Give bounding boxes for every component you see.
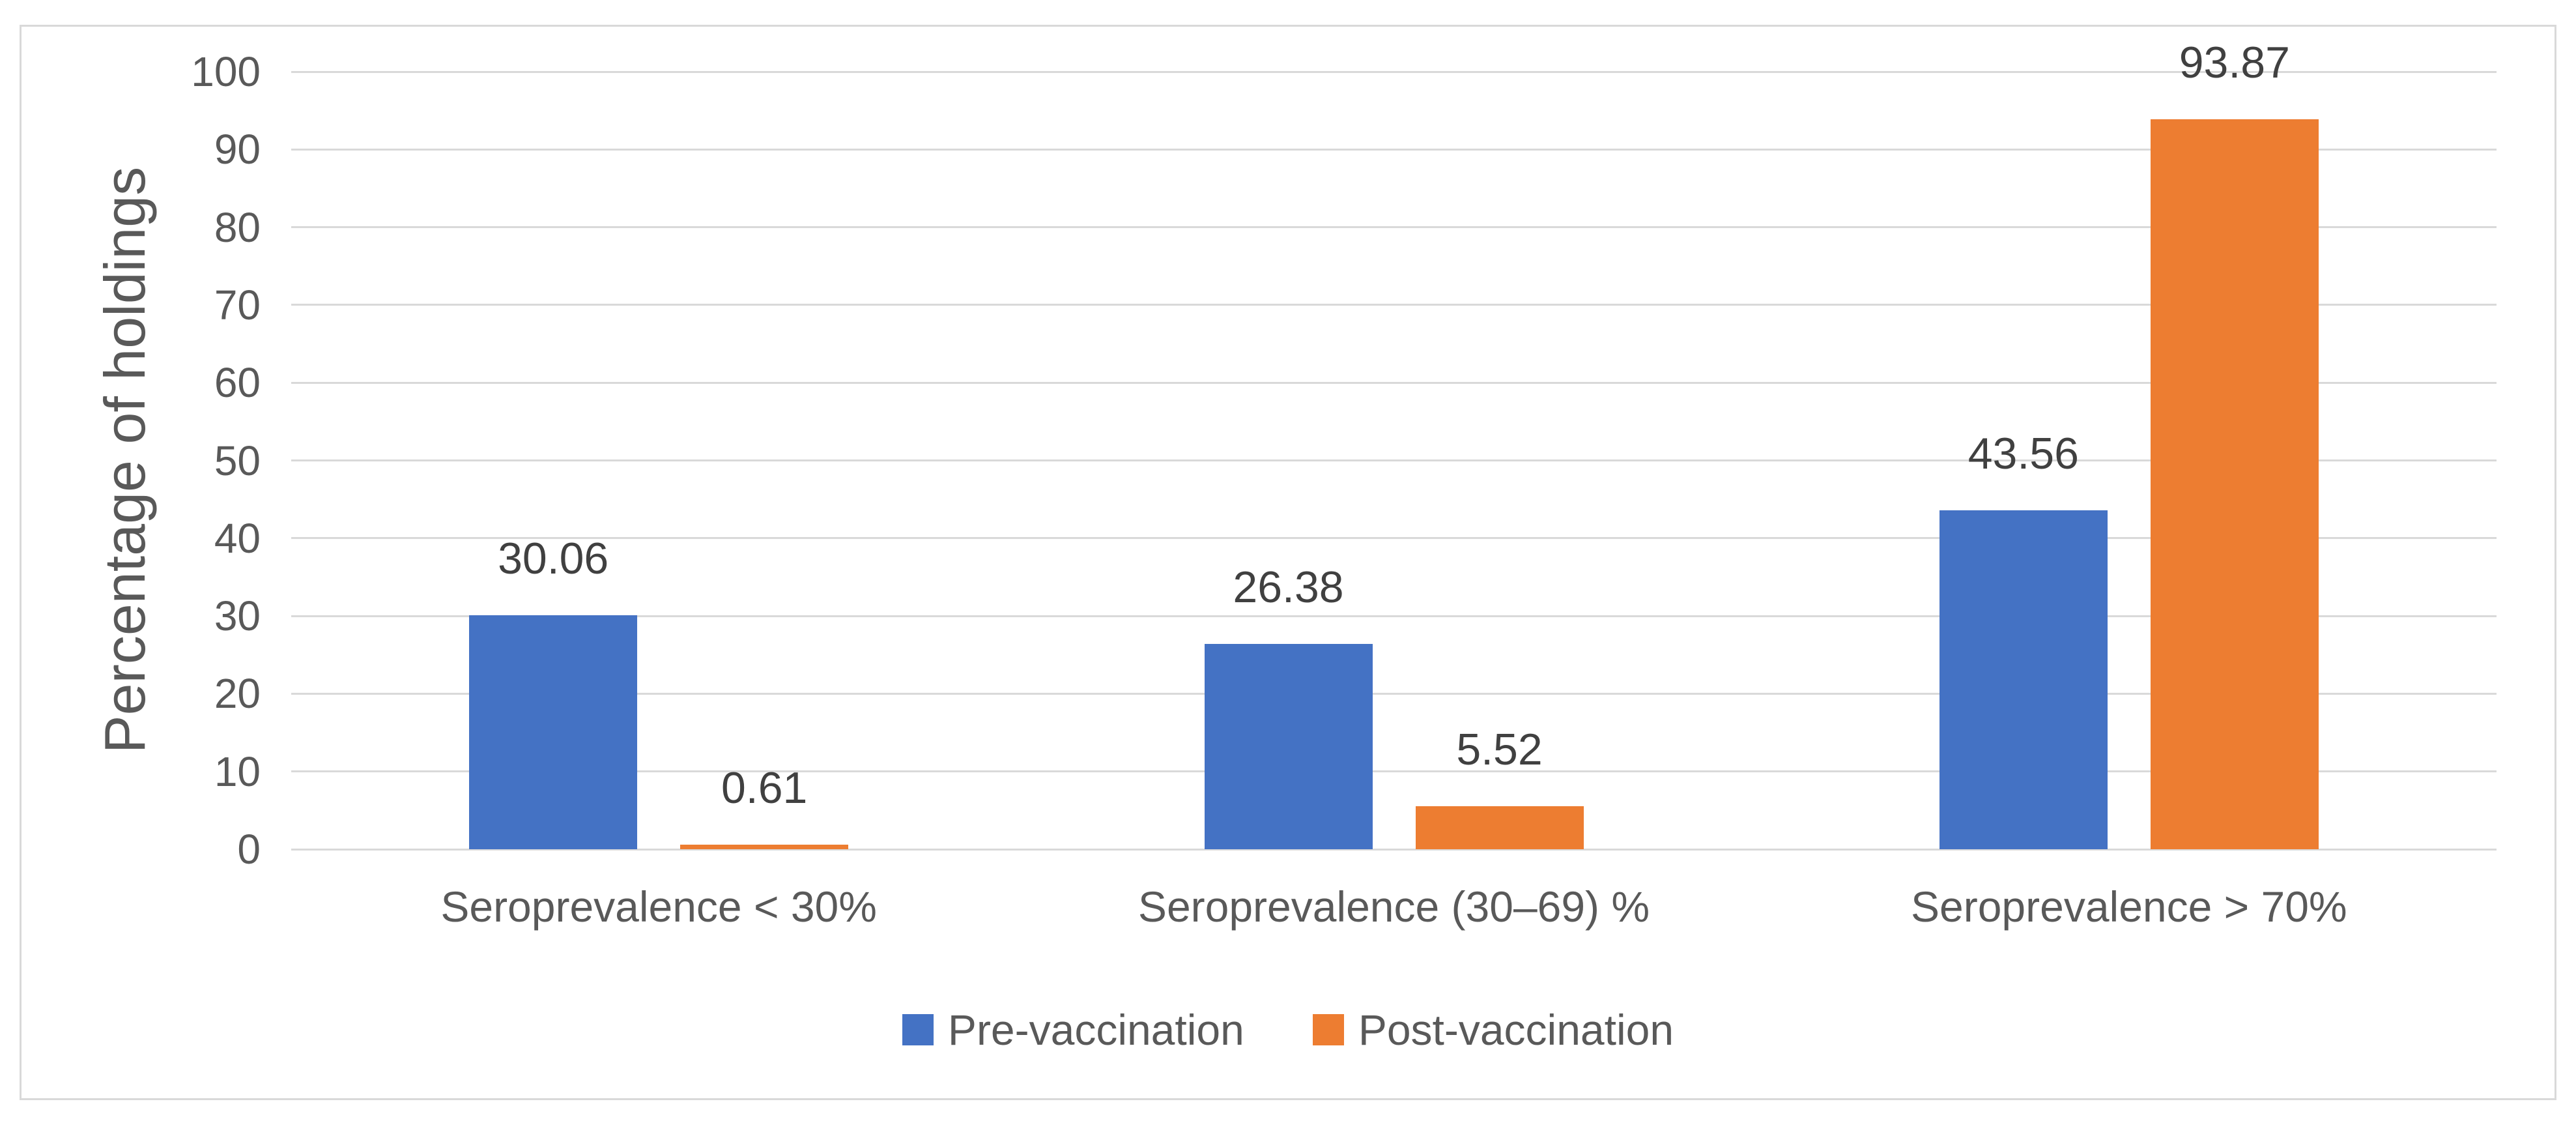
y-tick-label: 10	[214, 748, 261, 795]
bar	[1415, 806, 1584, 849]
x-category-label: Seroprevalence < 30%	[440, 882, 877, 931]
data-label: 30.06	[498, 534, 609, 584]
bar	[2150, 119, 2319, 849]
data-label: 43.56	[1968, 429, 2079, 479]
y-tick-label: 40	[214, 514, 261, 562]
data-label: 93.87	[2179, 38, 2290, 88]
gridline	[291, 692, 2497, 695]
y-tick-label: 70	[214, 281, 261, 328]
gridline	[291, 226, 2497, 229]
gridline	[291, 304, 2497, 306]
x-axis-line	[291, 848, 2497, 851]
y-tick-label: 90	[214, 126, 261, 173]
bar	[469, 615, 638, 849]
y-tick-label: 50	[214, 437, 261, 484]
gridline	[291, 537, 2497, 540]
y-tick-label: 80	[214, 203, 261, 251]
y-tick-label: 60	[214, 359, 261, 407]
legend: Pre-vaccination Post-vaccination	[0, 1004, 2576, 1056]
legend-label: Pre-vaccination	[947, 1006, 1244, 1054]
data-label: 26.38	[1233, 562, 1344, 613]
bar	[1939, 510, 2108, 849]
y-tick-label: 0	[237, 826, 261, 873]
legend-swatch	[1312, 1014, 1344, 1045]
x-category-label: Seroprevalence > 70%	[1911, 882, 2347, 931]
gridline	[291, 459, 2497, 461]
chart-border-frame	[20, 25, 2556, 1100]
gridline	[291, 70, 2497, 73]
y-tick-label: 30	[214, 592, 261, 640]
gridline	[291, 148, 2497, 151]
y-tick-label: 20	[214, 670, 261, 718]
legend-item: Post-vaccination	[1312, 1006, 1674, 1054]
legend-item: Pre-vaccination	[902, 1008, 1244, 1051]
bar	[680, 844, 849, 849]
plot-area: 30.06 0.61 26.38 5.52 43.56 93.87	[291, 40, 2497, 851]
data-label: 0.61	[721, 763, 808, 813]
gridline	[291, 615, 2497, 617]
gridline	[291, 381, 2497, 384]
legend-swatch	[902, 1014, 934, 1045]
data-label: 5.52	[1456, 725, 1543, 775]
bar	[1204, 644, 1373, 849]
legend-label: Post-vaccination	[1358, 1006, 1674, 1054]
y-tick-label: 100	[191, 48, 261, 95]
gridline	[291, 770, 2497, 773]
x-category-label: Seroprevalence (30–69) %	[1138, 882, 1650, 931]
y-axis-tick-labels: 0 10 20 30 40 50 60 70 80 90 100	[0, 0, 261, 1121]
